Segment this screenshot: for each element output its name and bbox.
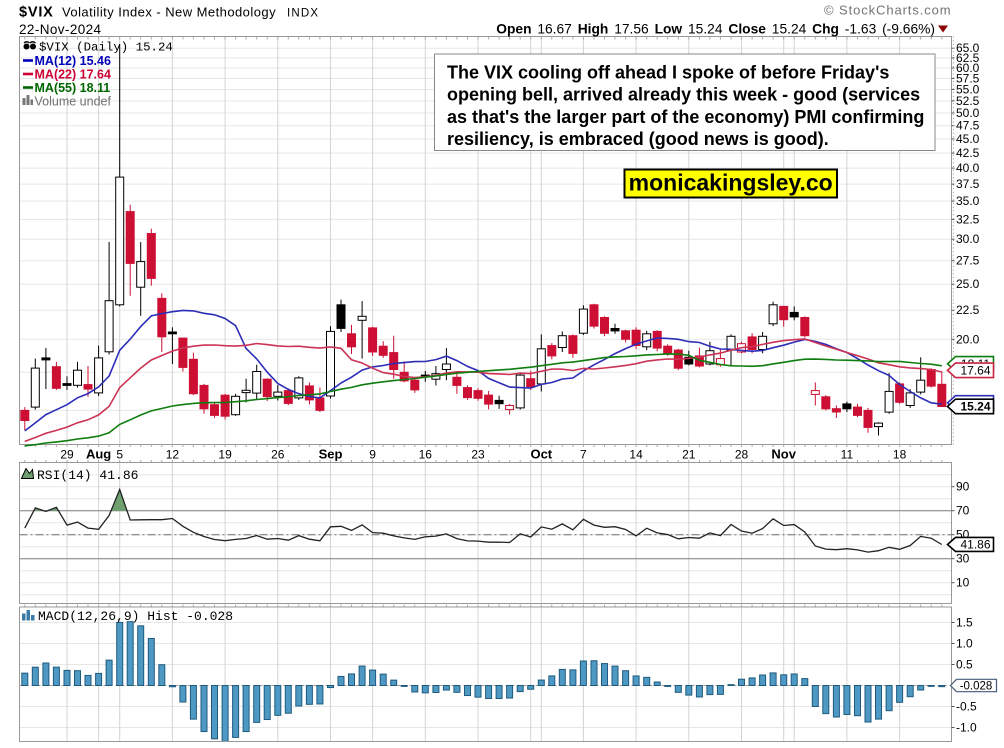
svg-text:47.5: 47.5 — [956, 119, 980, 133]
svg-text:17.64: 17.64 — [960, 364, 990, 378]
svg-text:22.5: 22.5 — [956, 303, 980, 317]
svg-text:20.0: 20.0 — [956, 332, 980, 346]
svg-text:23: 23 — [471, 448, 485, 462]
svg-text:1.5: 1.5 — [956, 616, 973, 630]
svg-text:42.5: 42.5 — [956, 146, 980, 160]
svg-text:INDX: INDX — [287, 8, 319, 20]
svg-text:90: 90 — [956, 480, 970, 494]
svg-text:30: 30 — [956, 552, 970, 566]
svg-text:21: 21 — [682, 448, 696, 462]
svg-text:1.0: 1.0 — [956, 637, 973, 651]
svg-text:62.5: 62.5 — [956, 51, 980, 65]
svg-text:$VIX (Daily) 15.24: $VIX (Daily) 15.24 — [39, 41, 173, 55]
svg-text:60.0: 60.0 — [956, 61, 980, 75]
svg-text:MA(55) 18.11: MA(55) 18.11 — [35, 81, 111, 95]
svg-text:14: 14 — [629, 448, 643, 462]
svg-text:65.0: 65.0 — [956, 41, 980, 55]
svg-text:50.0: 50.0 — [956, 106, 980, 120]
svg-text:25.0: 25.0 — [956, 277, 980, 291]
svg-text:Nov: Nov — [771, 447, 796, 462]
svg-text:RSI(14) 41.86: RSI(14) 41.86 — [37, 468, 138, 483]
svg-text:© StockCharts.com: © StockCharts.com — [824, 3, 951, 18]
svg-text:16: 16 — [419, 448, 433, 462]
svg-text:27.5: 27.5 — [956, 254, 980, 268]
svg-text:-0.5: -0.5 — [956, 700, 977, 714]
svg-text:MA(12) 15.46: MA(12) 15.46 — [35, 54, 111, 68]
svg-text:30.0: 30.0 — [956, 232, 980, 246]
svg-text:11: 11 — [841, 448, 854, 462]
svg-text:40.0: 40.0 — [956, 161, 980, 175]
svg-text:Open 16.67 High 17.56 Low 15.2: Open 16.67 High 17.56 Low 15.24 Close 15… — [496, 22, 935, 37]
svg-text:as that's the larger part of t: as that's the larger part of the economy… — [447, 107, 924, 127]
svg-text:19: 19 — [218, 448, 232, 462]
svg-text:$VIX: $VIX — [19, 5, 54, 21]
svg-text:0.5: 0.5 — [956, 658, 973, 672]
svg-text:resiliency, is embraced (good: resiliency, is embraced (good news is go… — [447, 129, 829, 149]
svg-text:Aug: Aug — [86, 447, 111, 462]
svg-text:9: 9 — [369, 448, 376, 462]
svg-text:22-Nov-2024: 22-Nov-2024 — [19, 22, 102, 37]
svg-text:7: 7 — [580, 448, 587, 462]
svg-text:12: 12 — [166, 448, 180, 462]
svg-text:monicakingsley.co: monicakingsley.co — [629, 170, 833, 196]
svg-text:26: 26 — [271, 448, 285, 462]
svg-text:57.5: 57.5 — [956, 72, 980, 86]
svg-text:-1.0: -1.0 — [956, 721, 977, 735]
svg-text:Oct: Oct — [530, 447, 552, 462]
svg-text:70: 70 — [956, 504, 970, 518]
svg-text:18: 18 — [893, 448, 907, 462]
svg-text:Volatility Index - New Methodo: Volatility Index - New Methodology — [62, 5, 276, 20]
svg-text:-0.028: -0.028 — [960, 681, 993, 693]
svg-text:5: 5 — [116, 448, 123, 462]
svg-text:Volume undef: Volume undef — [35, 95, 112, 109]
svg-text:35.0: 35.0 — [956, 194, 980, 208]
svg-text:The VIX cooling off ahead I sp: The VIX cooling off ahead I spoke of bef… — [447, 62, 889, 82]
svg-text:55.0: 55.0 — [956, 83, 980, 97]
svg-text:MACD(12,26,9) Hist -0.028: MACD(12,26,9) Hist -0.028 — [38, 609, 233, 624]
svg-text:41.86: 41.86 — [960, 538, 990, 552]
svg-text:29: 29 — [60, 448, 74, 462]
svg-text:52.5: 52.5 — [956, 94, 980, 108]
svg-text:10: 10 — [956, 576, 970, 590]
svg-text:15.24: 15.24 — [960, 400, 990, 414]
svg-text:opening bell, arrived already: opening bell, arrived already this week … — [447, 85, 920, 105]
svg-text:37.5: 37.5 — [956, 177, 980, 191]
svg-text:Sep: Sep — [319, 447, 343, 462]
svg-text:45.0: 45.0 — [956, 132, 980, 146]
svg-text:28: 28 — [735, 448, 749, 462]
svg-text:MA(22) 17.64: MA(22) 17.64 — [35, 68, 111, 82]
svg-text:32.5: 32.5 — [956, 212, 980, 226]
